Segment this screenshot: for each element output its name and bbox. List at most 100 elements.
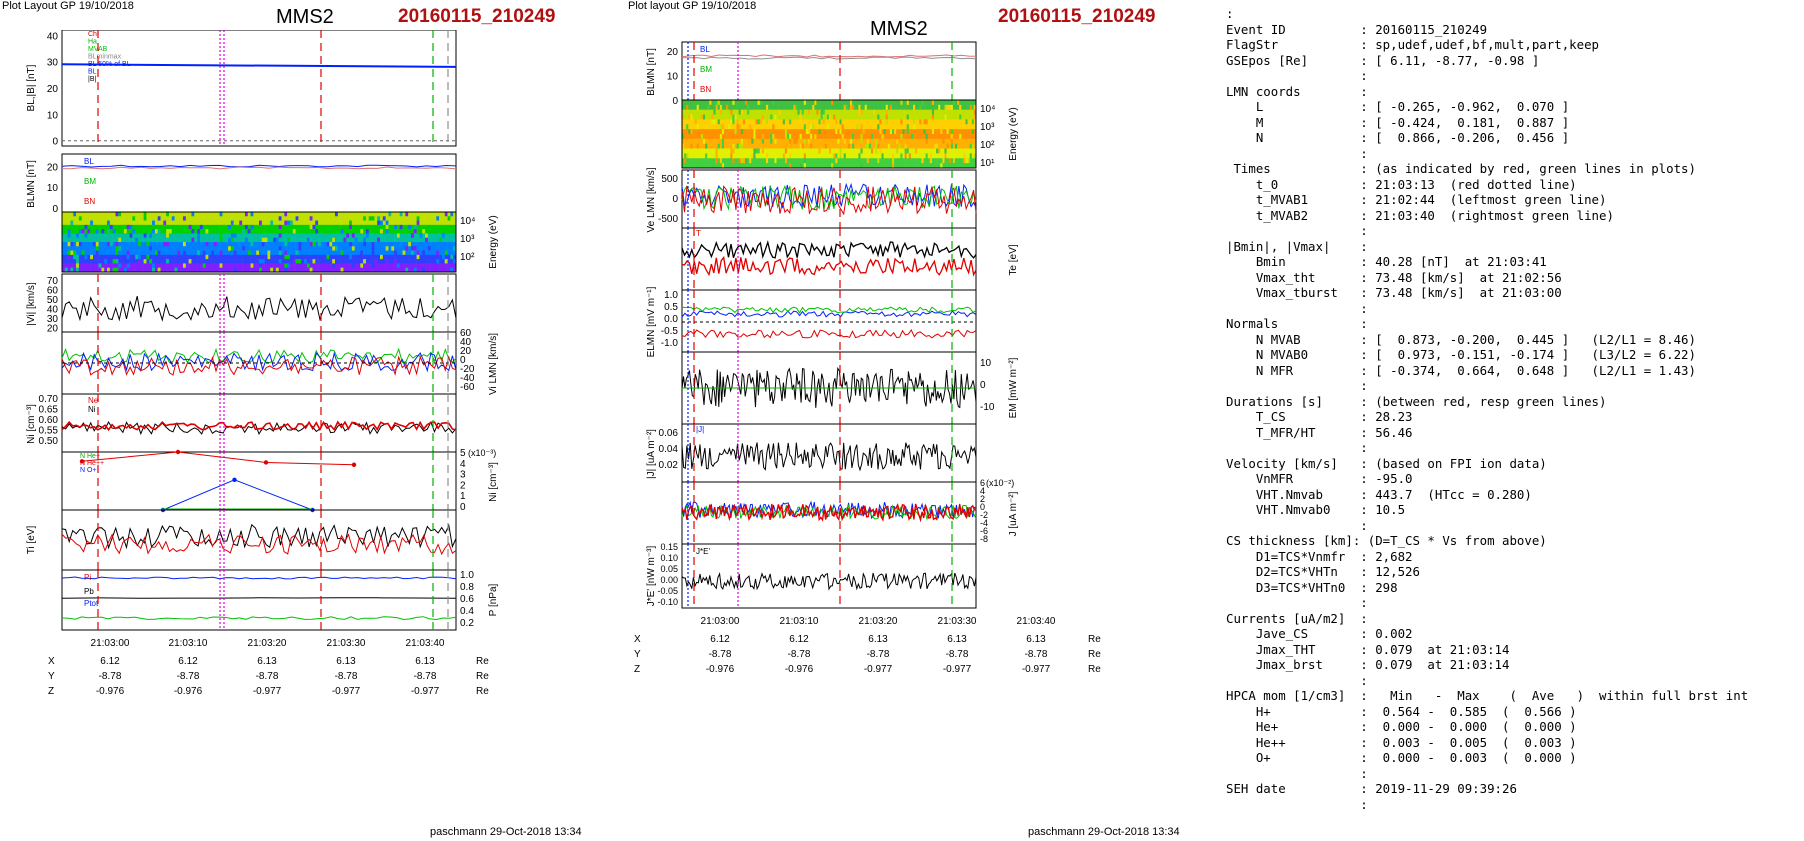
spectrogram-cell — [971, 129, 975, 135]
spectrogram-cell — [107, 254, 111, 260]
spectrogram-cell — [146, 224, 150, 230]
spectrogram-cell — [803, 163, 807, 169]
spectrogram-cell — [301, 233, 305, 239]
spectrogram-cell — [453, 246, 457, 251]
spectrogram-cell — [137, 233, 142, 239]
spectrogram-cell — [430, 250, 434, 256]
spectrogram-cell — [104, 212, 108, 217]
info-line: : — [1226, 145, 1368, 161]
spectrogram-cell — [183, 212, 187, 217]
spectrogram-cell — [925, 153, 928, 159]
spectrogram-cell — [427, 267, 431, 273]
spectrogram-cell — [948, 124, 952, 130]
spectrogram-cell — [936, 129, 939, 135]
y-tick-label: 10 — [980, 358, 992, 369]
spectrogram-cell — [780, 158, 784, 164]
spectrogram-cell — [931, 124, 935, 130]
spectrogram-cell — [453, 250, 457, 256]
y-tick-label: 4 — [460, 459, 466, 470]
spectrogram-cell — [101, 254, 105, 260]
spectrogram-cell — [402, 237, 406, 243]
spectrogram-cell — [95, 212, 99, 217]
spectrogram-cell — [816, 109, 819, 115]
spectrogram-cell — [278, 224, 282, 230]
spectrogram-cell — [326, 229, 330, 234]
spectrogram-cell — [845, 124, 849, 130]
spectrogram-cell — [711, 163, 714, 169]
spectrogram-cell — [430, 259, 434, 264]
spectrogram-cell — [360, 220, 364, 226]
spectrogram-cell — [295, 237, 299, 243]
spectrogram-cell — [261, 254, 265, 260]
spectrogram-cell — [410, 250, 415, 256]
spectrogram-cell — [391, 263, 395, 269]
spectrogram-cell — [380, 246, 384, 251]
spectrogram-cell — [121, 233, 125, 239]
spectrogram-cell — [873, 124, 876, 130]
spectrogram-cell — [789, 124, 792, 130]
spectrogram-cell — [334, 229, 339, 234]
spectrogram-cell — [323, 263, 327, 269]
spectrogram-cell — [875, 134, 878, 140]
spectrogram-cell — [883, 163, 886, 169]
spectrogram-cell — [713, 134, 716, 140]
spectrogram-cell — [312, 263, 316, 269]
spectrogram-cell — [866, 104, 870, 111]
spectrogram-cell — [382, 224, 386, 230]
spectrogram-cell — [295, 254, 299, 260]
spectrogram-cell — [168, 250, 173, 256]
spectrogram-cell — [860, 158, 863, 164]
spectrogram-cell — [76, 250, 80, 256]
spectrogram-cell — [889, 104, 893, 111]
spectrogram-cell — [427, 250, 431, 256]
spectrogram-cell — [402, 233, 406, 239]
spectrogram-cell — [955, 153, 958, 159]
spectrogram-cell — [881, 114, 884, 120]
spectrogram-cell — [921, 158, 924, 164]
spectrogram-cell — [881, 138, 884, 145]
spectrogram-cell — [433, 254, 437, 260]
spectrogram-cell — [877, 143, 880, 149]
spectrogram-cell — [371, 216, 375, 221]
spectrogram-cell — [856, 143, 859, 149]
spectrogram-cell — [250, 259, 254, 264]
spectrogram-cell — [902, 148, 905, 154]
spectrogram-cell — [801, 114, 805, 120]
spectrogram-cell — [391, 220, 395, 226]
spectrogram-cell — [143, 229, 147, 234]
spectrogram-cell — [896, 158, 899, 164]
spectrogram-cell — [826, 143, 830, 149]
spectrogram-cell — [140, 233, 144, 239]
spectrogram-cell — [919, 143, 922, 149]
spectrogram-cell — [766, 100, 769, 106]
spectrogram-cell — [913, 134, 916, 140]
spectrogram-cell — [402, 220, 406, 226]
spectrogram-cell — [873, 148, 876, 154]
spectrogram-cell — [275, 237, 279, 243]
spectrogram-cell — [719, 143, 723, 149]
spectrogram-cell — [883, 114, 886, 120]
spectrogram-cell — [808, 109, 811, 115]
spectrogram-cell — [399, 259, 403, 264]
spectrogram-cell — [894, 153, 897, 159]
spectrogram-cell — [177, 267, 181, 273]
spectrogram-cell — [264, 254, 268, 260]
spectrogram-cell — [761, 109, 765, 115]
y-axis-label: Energy (eV) — [488, 215, 499, 268]
spectrogram-cell — [826, 109, 830, 115]
spectrogram-cell — [360, 254, 364, 260]
spectrogram-cell — [301, 246, 305, 251]
spectrogram-cell — [73, 224, 77, 230]
spectrogram-cell — [149, 216, 153, 221]
j-mag-series — [681, 442, 977, 472]
spectrogram-cell — [264, 216, 268, 221]
spectrogram-cell — [963, 138, 966, 145]
spectrogram-cell — [90, 267, 94, 273]
spectrogram-cell — [180, 259, 184, 264]
y-axis-label: Energy (eV) — [1008, 107, 1019, 160]
spectrogram-cell — [892, 143, 895, 149]
spectrogram-cell — [726, 124, 729, 130]
spectrogram-cell — [230, 220, 234, 226]
spectrogram-cell — [261, 233, 265, 239]
legend-label: Ha — [88, 39, 97, 46]
